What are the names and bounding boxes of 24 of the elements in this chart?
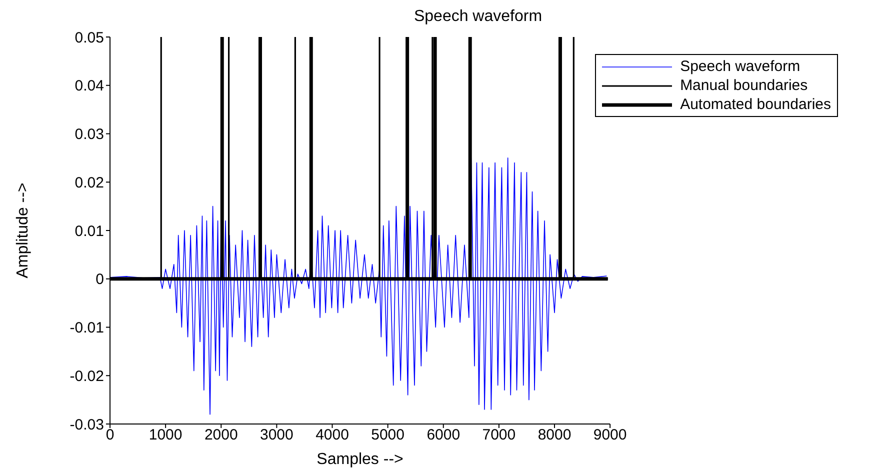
y-axis-title: Amplitude --> xyxy=(14,182,32,278)
legend-label: Speech waveform xyxy=(680,58,800,75)
x-tick-label: 1000 xyxy=(148,426,182,444)
chart-title: Speech waveform xyxy=(412,8,544,26)
y-tick-label: -0.02 xyxy=(70,368,104,385)
x-tick-label: 9000 xyxy=(593,426,627,444)
x-tick-label: 7000 xyxy=(482,426,516,444)
legend-label: Manual boundaries xyxy=(680,77,808,94)
x-tick-label: 5000 xyxy=(371,426,404,444)
y-tick-label: 0 xyxy=(96,271,104,288)
x-tick-label: 8000 xyxy=(538,426,572,444)
y-tick-label: -0.03 xyxy=(70,416,104,434)
x-tick-label: 3000 xyxy=(260,426,294,444)
legend-label: Automated boundaries xyxy=(680,96,831,113)
y-tick-label: -0.01 xyxy=(70,320,104,337)
x-axis-title: Samples --> xyxy=(316,451,404,468)
x-tick-label: 4000 xyxy=(316,426,349,444)
y-tick-label: 0.01 xyxy=(74,222,104,240)
y-tick-label: 0.02 xyxy=(74,174,104,192)
x-tick-label: 6000 xyxy=(426,426,460,444)
y-tick-label: 0.04 xyxy=(74,78,104,95)
y-tick-label: 0.05 xyxy=(74,29,104,46)
x-tick-label: 2000 xyxy=(204,426,238,444)
y-tick-label: 0.03 xyxy=(74,126,104,144)
